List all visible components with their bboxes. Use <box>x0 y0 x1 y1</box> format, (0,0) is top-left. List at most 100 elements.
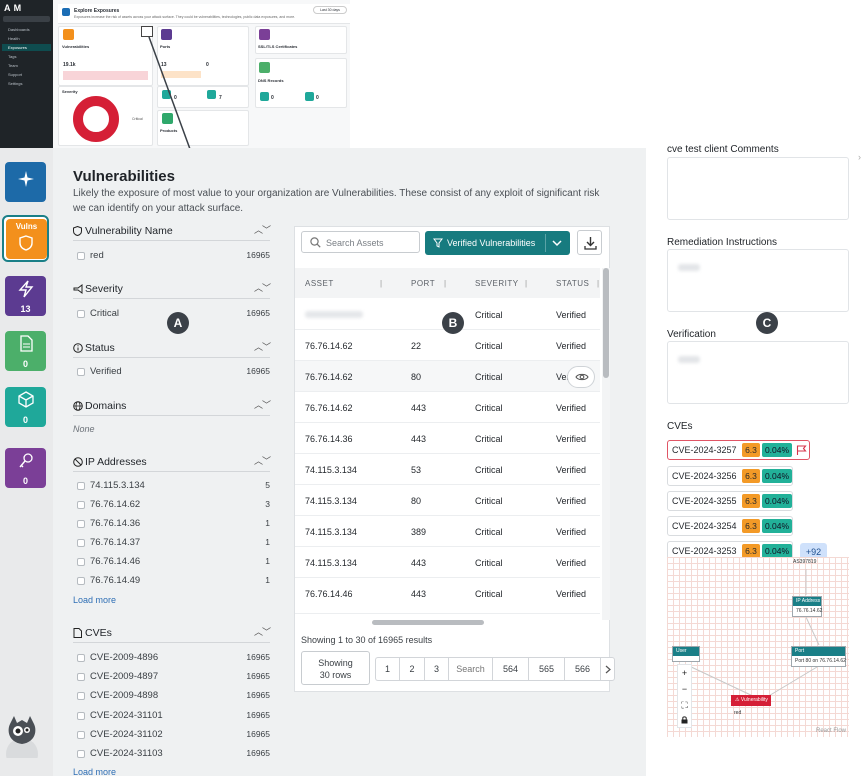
rail-vulns-selected[interactable]: Vulns <box>2 215 49 262</box>
flow-ip-node[interactable]: IP Address 76.76.14.62 <box>792 596 822 617</box>
checkbox[interactable] <box>77 577 85 585</box>
column-severity[interactable]: SEVERITY <box>475 279 519 288</box>
table-row[interactable]: 76.76.14.46 443 Critical Verified <box>295 578 600 614</box>
lock-button[interactable] <box>678 713 691 729</box>
filter-cves-header[interactable]: CVEs ︿﹀ <box>73 627 271 643</box>
next-page-button[interactable] <box>600 657 615 681</box>
checkbox[interactable] <box>77 310 85 318</box>
table-row[interactable]: 74.115.3.134 53 Critical Verified <box>295 454 600 485</box>
verification-box[interactable] <box>667 341 849 404</box>
comments-box[interactable] <box>667 157 849 220</box>
filter-option[interactable]: 76.76.14.49 1 <box>77 575 270 589</box>
panel-collapse-icon[interactable]: › <box>858 152 861 162</box>
load-more-link[interactable]: Load more <box>73 595 117 605</box>
sort-chevrons-icon[interactable]: ︿﹀ <box>253 283 271 293</box>
sort-chevrons-icon[interactable]: ︿﹀ <box>253 225 271 235</box>
table-row[interactable]: 76.76.14.62 443 Critical Verified <box>295 392 600 423</box>
rail-ports-tile[interactable]: 13 <box>5 276 46 316</box>
checkbox[interactable] <box>77 252 85 260</box>
cve-chip[interactable]: CVE-2024-3254 6.3 0.04% <box>667 516 793 536</box>
filter-option[interactable]: CVE-2024-31103 16965 <box>77 748 270 762</box>
rail-ssl-tile[interactable]: 0 <box>5 448 46 488</box>
cve-chip[interactable]: CVE-2024-3253 6.3 0.04% <box>667 541 793 561</box>
filter-option[interactable]: 74.115.3.134 5 <box>77 480 270 494</box>
filter-ip-header[interactable]: IP Addresses ︿﹀ <box>73 456 271 472</box>
checkbox[interactable] <box>77 692 85 700</box>
column-asset[interactable]: ASSET <box>305 279 334 288</box>
filter-option[interactable]: 76.76.14.46 1 <box>77 556 270 570</box>
filter-vuln-name-header[interactable]: Vulnerability Name ︿﹀ <box>73 225 271 241</box>
verified-filter-dropdown[interactable]: Verified Vulnerabilities <box>425 231 570 255</box>
rail-dns-tile[interactable]: 0 <box>5 331 46 371</box>
table-row[interactable]: 76.76.14.36 443 Critical Verified <box>295 423 600 454</box>
filter-option[interactable]: CVE-2009-4898 16965 <box>77 690 270 704</box>
page-button[interactable]: 565 <box>528 657 564 681</box>
checkbox[interactable] <box>77 368 85 376</box>
filter-option[interactable]: CVE-2024-31102 16965 <box>77 729 270 743</box>
search-input[interactable]: Search Assets <box>301 231 420 253</box>
flag-icon[interactable] <box>796 445 807 456</box>
table-row[interactable]: 76.76.14.62 22 Critical Verified <box>295 330 600 361</box>
flow-port-node[interactable]: Port Port 80 on 76.76.14.62 <box>791 646 846 667</box>
rail-explore-tile[interactable] <box>5 162 46 202</box>
table-row[interactable]: 74.115.3.134 389 Critical Verified <box>295 516 600 547</box>
view-row-button[interactable] <box>567 366 595 388</box>
table-row[interactable]: 74.115.3.134 80 Critical Verified <box>295 485 600 516</box>
cve-chip[interactable]: CVE-2024-3257 6.3 0.04% <box>667 440 810 460</box>
download-button[interactable] <box>577 230 602 255</box>
page-search-input[interactable]: Search <box>448 657 492 681</box>
remediation-box[interactable] <box>667 249 849 312</box>
filter-option[interactable]: 76.76.14.36 1 <box>77 518 270 532</box>
cve-chip[interactable]: CVE-2024-3255 6.3 0.04% <box>667 491 793 511</box>
table-row[interactable]: 74.115.3.134 443 Critical Verified <box>295 547 600 578</box>
fit-view-button[interactable]: ⛶ <box>681 700 688 710</box>
checkbox[interactable] <box>77 750 85 758</box>
flow-user-node[interactable]: User <box>672 646 700 662</box>
filter-option[interactable]: Verified 16965 <box>77 366 270 380</box>
flow-vulnerability-node[interactable]: ⚠ Vulnerability <box>731 695 771 706</box>
checkbox[interactable] <box>77 712 85 720</box>
checkbox[interactable] <box>77 501 85 509</box>
filter-option[interactable]: red 16965 <box>77 250 270 264</box>
rail-tech-tile[interactable]: 0 <box>5 387 46 427</box>
page-button[interactable]: 1 <box>375 657 399 681</box>
filter-option[interactable]: 76.76.14.62 3 <box>77 499 270 513</box>
filter-option[interactable]: 76.76.14.37 1 <box>77 537 270 551</box>
checkbox[interactable] <box>77 558 85 566</box>
table-vertical-scrollbar[interactable] <box>602 268 610 620</box>
more-cves-button[interactable]: +92 <box>800 543 827 561</box>
sort-chevrons-icon[interactable]: ︿﹀ <box>253 400 271 410</box>
filter-severity-header[interactable]: Severity ︿﹀ <box>73 283 271 299</box>
table-horizontal-scrollbar[interactable] <box>372 620 484 625</box>
zoom-in-button[interactable]: + <box>681 668 688 678</box>
checkbox[interactable] <box>77 539 85 547</box>
checkbox[interactable] <box>77 520 85 528</box>
sort-chevrons-icon[interactable]: ︿﹀ <box>253 342 271 352</box>
cve-chip[interactable]: CVE-2024-3256 6.3 0.04% <box>667 466 793 486</box>
flow-asn-node[interactable]: AS397819 <box>793 559 817 565</box>
rail-vulns-tile[interactable]: Vulns <box>6 219 47 259</box>
page-button[interactable]: 566 <box>564 657 600 681</box>
rows-per-page-select[interactable]: Showing 30 rows <box>301 651 370 685</box>
checkbox[interactable] <box>77 482 85 490</box>
checkbox[interactable] <box>77 673 85 681</box>
filter-domains-header[interactable]: Domains ︿﹀ <box>73 400 271 416</box>
checkbox[interactable] <box>77 654 85 662</box>
load-more-link[interactable]: Load more <box>73 767 117 777</box>
filter-option[interactable]: CVE-2009-4897 16965 <box>77 671 270 685</box>
filter-option[interactable]: Critical 16965 <box>77 308 270 322</box>
column-port[interactable]: PORT <box>411 279 436 288</box>
filter-status-header[interactable]: Status ︿﹀ <box>73 342 271 358</box>
checkbox[interactable] <box>77 731 85 739</box>
sort-chevrons-icon[interactable]: ︿﹀ <box>253 456 271 466</box>
column-status[interactable]: STATUS <box>556 279 590 288</box>
zoom-out-button[interactable]: − <box>681 684 688 694</box>
scrollbar-thumb[interactable] <box>603 268 609 378</box>
page-button[interactable]: 564 <box>492 657 528 681</box>
table-row[interactable]: 76.76.14.62 80 Critical Verified <box>295 361 600 392</box>
page-button[interactable]: 2 <box>399 657 424 681</box>
page-button[interactable]: 3 <box>424 657 448 681</box>
sort-chevrons-icon[interactable]: ︿﹀ <box>253 627 271 637</box>
filter-option[interactable]: CVE-2024-31101 16965 <box>77 710 270 724</box>
filter-option[interactable]: CVE-2009-4896 16965 <box>77 652 270 666</box>
